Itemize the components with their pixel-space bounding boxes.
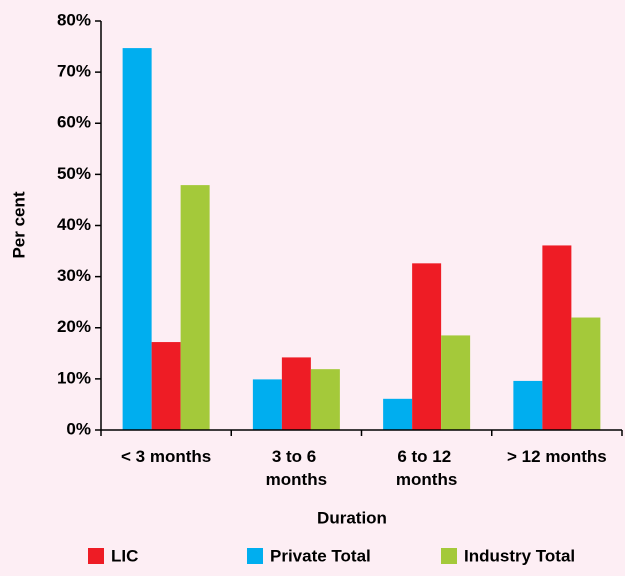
x-tick-label: 3 to 6 months	[266, 447, 327, 489]
legend-swatch	[88, 548, 104, 564]
y-axis-title: Per cent	[9, 191, 28, 258]
y-tick-label: 80%	[57, 10, 91, 29]
x-tick-label: 6 to 12 months	[396, 447, 457, 489]
legend-label: LIC	[111, 546, 138, 565]
bar	[571, 317, 601, 430]
bar	[441, 335, 471, 430]
y-tick-label: 50%	[57, 164, 91, 183]
bar	[151, 342, 181, 430]
y-tick-label: 20%	[57, 317, 91, 336]
legend-swatch	[441, 548, 457, 564]
bar	[542, 245, 572, 430]
y-tick-label: 0%	[66, 419, 91, 438]
y-tick-label: 60%	[57, 113, 91, 132]
bar	[513, 380, 543, 430]
y-tick-label: 30%	[57, 266, 91, 285]
x-tick-label: > 12 months	[507, 447, 607, 466]
legend-label: Private Total	[270, 546, 371, 565]
bar	[122, 48, 152, 430]
bar	[310, 369, 340, 430]
bar	[180, 185, 210, 430]
y-tick-label: 10%	[57, 368, 91, 387]
x-tick-label: < 3 months	[121, 447, 211, 466]
bar	[281, 357, 311, 430]
legend-swatch	[247, 548, 263, 564]
x-axis-title: Duration	[317, 508, 387, 527]
y-tick-label: 70%	[57, 62, 91, 81]
legend-label: Industry Total	[464, 546, 575, 565]
y-tick-label: 40%	[57, 215, 91, 234]
bar	[383, 398, 413, 430]
bar	[412, 263, 442, 430]
bar	[252, 379, 282, 430]
